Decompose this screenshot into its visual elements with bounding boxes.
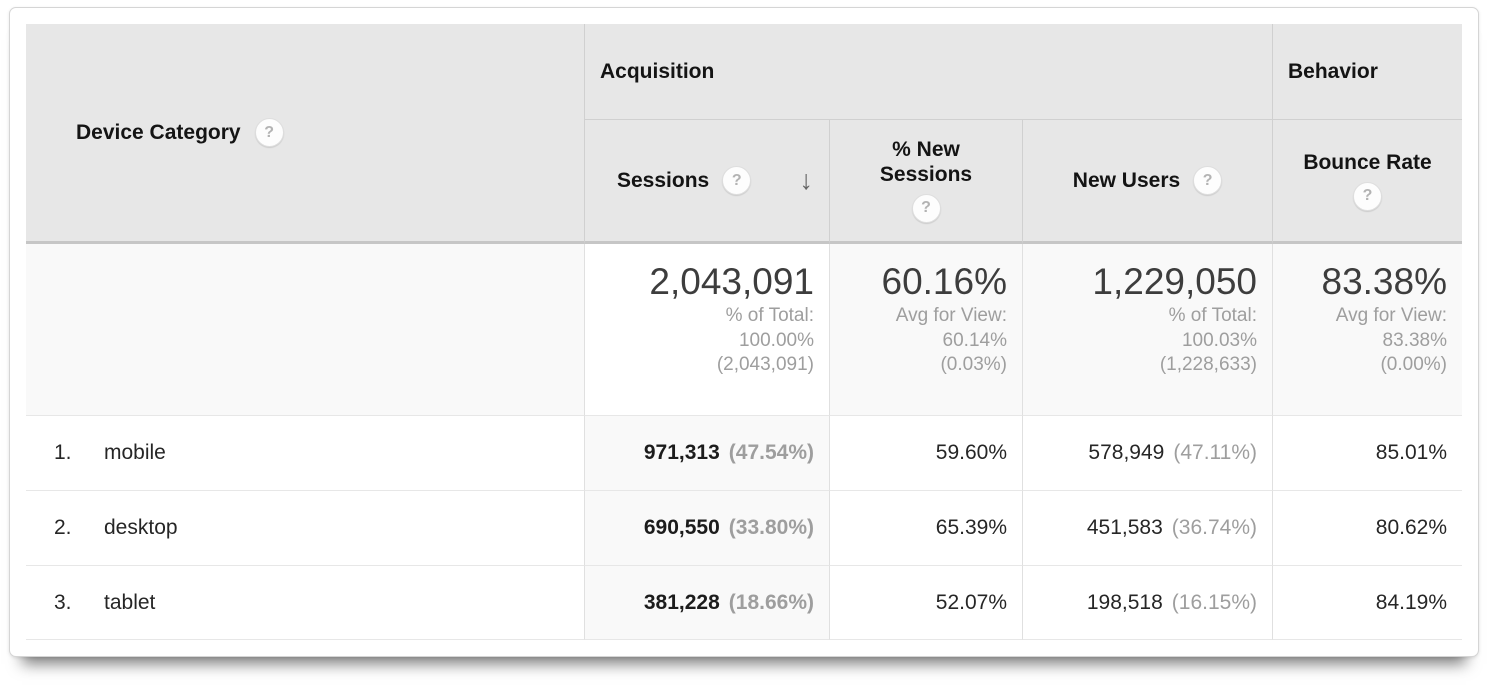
sessions-label: Sessions xyxy=(617,168,710,192)
bounce-rate-cell: 85.01% xyxy=(1272,416,1462,491)
column-header-bounce-rate[interactable]: Bounce Rate ? xyxy=(1272,120,1462,244)
behavior-label: Behavior xyxy=(1288,59,1378,83)
bounce-rate-cell: 80.62% xyxy=(1272,491,1462,566)
summary-new-users-subline: 100.03% xyxy=(1181,329,1257,351)
bounce-rate-value: 84.19% xyxy=(1375,590,1447,614)
row-rank: 1. xyxy=(54,441,72,464)
new-users-value: 451,583 xyxy=(1086,516,1163,539)
new-users-cell: 198,518 (16.15%) xyxy=(1022,566,1272,640)
bounce-rate-cell: 84.19% xyxy=(1272,566,1462,640)
percent-new-sessions-value: 52.07% xyxy=(935,590,1007,614)
summary-new-users-subline: (1,228,633) xyxy=(1159,354,1257,376)
summary-sessions-subline: % of Total: xyxy=(725,305,814,327)
help-icon[interactable]: ? xyxy=(254,118,284,147)
device-cell: 2. desktop xyxy=(26,491,584,566)
device-name[interactable]: mobile xyxy=(104,441,166,464)
device-name[interactable]: tablet xyxy=(104,590,156,614)
summary-bounce-rate-value: 83.38% xyxy=(1321,261,1448,302)
new-users-cell: 451,583 (36.74%) xyxy=(1022,491,1272,566)
summary-sessions-subline: 100.00% xyxy=(738,329,814,351)
new-users-share: (47.11%) xyxy=(1173,441,1257,464)
new-users-value: 578,949 xyxy=(1088,441,1165,464)
new-users-value: 198,518 xyxy=(1086,590,1163,614)
summary-bounce-rate-subline: 83.38% xyxy=(1382,329,1447,351)
summary-dimension-cell xyxy=(26,244,584,416)
analytics-table-card: Device Category ? Acquisition Behavior S… xyxy=(9,7,1479,657)
sessions-cell: 971,313 (47.54%) xyxy=(584,416,829,491)
summary-percent-new-sessions-subline: (0.03%) xyxy=(940,354,1007,376)
column-header-device-category[interactable]: Device Category ? xyxy=(26,24,584,244)
device-name[interactable]: desktop xyxy=(104,516,178,539)
percent-new-sessions-cell: 52.07% xyxy=(829,566,1022,640)
summary-percent-new-sessions-value: 60.16% xyxy=(881,261,1008,302)
device-category-label: Device Category xyxy=(76,120,241,144)
column-header-new-users[interactable]: New Users ? xyxy=(1022,120,1272,244)
percent-new-sessions-cell: 65.39% xyxy=(829,491,1022,566)
column-header-sessions[interactable]: Sessions ? ↓ xyxy=(584,120,829,244)
sessions-value: 381,228 xyxy=(643,590,720,614)
sessions-cell: 381,228 (18.66%) xyxy=(584,566,829,640)
help-icon[interactable]: ? xyxy=(722,166,752,195)
summary-new-users-value: 1,229,050 xyxy=(1092,261,1257,302)
column-header-percent-new-sessions[interactable]: % New Sessions ? xyxy=(829,120,1022,244)
sessions-value: 971,313 xyxy=(643,441,720,464)
acquisition-label: Acquisition xyxy=(600,59,715,83)
row-rank: 2. xyxy=(54,516,72,539)
sessions-share: (18.66%) xyxy=(728,590,814,614)
device-cell: 3. tablet xyxy=(26,566,584,640)
device-category-table: Device Category ? Acquisition Behavior S… xyxy=(26,24,1462,640)
new-users-label: New Users xyxy=(1072,168,1181,192)
summary-percent-new-sessions-subline: Avg for View: xyxy=(895,305,1007,327)
summary-bounce-rate-subline: Avg for View: xyxy=(1335,305,1447,327)
bounce-rate-value: 85.01% xyxy=(1375,441,1447,464)
summary-sessions-subline: (2,043,091) xyxy=(716,354,814,376)
percent-new-sessions-value: 59.60% xyxy=(935,441,1007,464)
percent-new-sessions-label: % New Sessions xyxy=(879,138,973,186)
summary-new-users-subline: % of Total: xyxy=(1168,305,1257,327)
bounce-rate-label: Bounce Rate xyxy=(1303,150,1432,174)
sessions-cell: 690,550 (33.80%) xyxy=(584,491,829,566)
percent-new-sessions-value: 65.39% xyxy=(935,516,1007,539)
row-rank: 3. xyxy=(54,590,72,614)
help-icon[interactable]: ? xyxy=(1193,166,1223,195)
summary-percent-new-sessions-cell: 60.16% Avg for View: 60.14% (0.03%) xyxy=(829,244,1022,416)
summary-sessions-cell: 2,043,091 % of Total: 100.00% (2,043,091… xyxy=(584,244,829,416)
percent-new-sessions-cell: 59.60% xyxy=(829,416,1022,491)
sessions-value: 690,550 xyxy=(643,516,720,539)
new-users-cell: 578,949 (47.11%) xyxy=(1022,416,1272,491)
group-header-behavior: Behavior xyxy=(1272,24,1462,120)
help-icon[interactable]: ? xyxy=(1353,181,1382,211)
sessions-share: (33.80%) xyxy=(728,516,814,539)
summary-bounce-rate-cell: 83.38% Avg for View: 83.38% (0.00%) xyxy=(1272,244,1462,416)
group-header-acquisition: Acquisition xyxy=(584,24,1272,120)
sessions-share: (47.54%) xyxy=(728,441,814,464)
bounce-rate-value: 80.62% xyxy=(1375,516,1447,539)
new-users-share: (36.74%) xyxy=(1171,516,1257,539)
summary-percent-new-sessions-subline: 60.14% xyxy=(942,329,1007,351)
summary-new-users-cell: 1,229,050 % of Total: 100.03% (1,228,633… xyxy=(1022,244,1272,416)
summary-bounce-rate-subline: (0.00%) xyxy=(1380,354,1447,376)
help-icon[interactable]: ? xyxy=(911,193,941,223)
new-users-share: (16.15%) xyxy=(1171,590,1257,614)
summary-sessions-value: 2,043,091 xyxy=(649,261,814,302)
device-cell: 1. mobile xyxy=(26,416,584,491)
sort-descending-icon: ↓ xyxy=(799,165,814,195)
